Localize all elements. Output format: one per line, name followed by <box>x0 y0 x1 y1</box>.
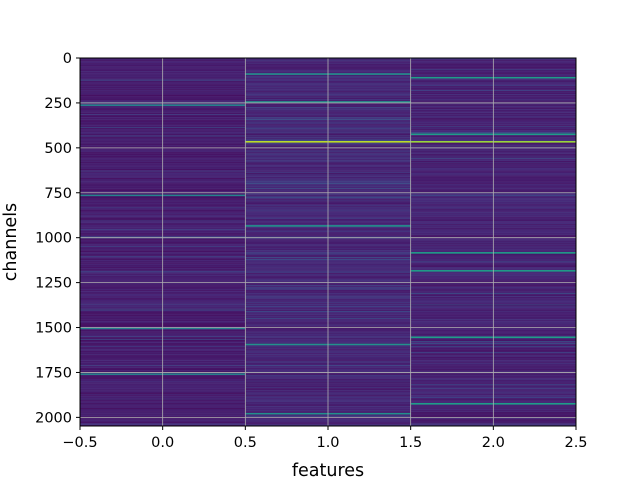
y-axis-label: channels <box>1 203 21 281</box>
y-tick-label: 0 <box>63 51 72 67</box>
x-axis: −0.5 0.0 0.5 1.0 1.5 2.0 2.5 <box>62 426 588 451</box>
y-tick-label: 250 <box>44 96 72 112</box>
x-tick-label: 1.0 <box>316 435 339 451</box>
y-tick-label: 500 <box>44 141 72 157</box>
x-tick-label: −0.5 <box>62 435 97 451</box>
y-tick-label: 2000 <box>35 410 72 426</box>
x-tick-label: 1.5 <box>399 435 422 451</box>
x-tick-label: 0.0 <box>151 435 174 451</box>
y-tick-label: 1250 <box>35 276 72 292</box>
y-tick-label: 1500 <box>35 321 72 337</box>
x-axis-label: features <box>292 461 364 480</box>
x-tick-label: 2.0 <box>482 435 505 451</box>
y-tick-label: 1750 <box>35 365 72 381</box>
y-tick-label: 1000 <box>35 231 72 247</box>
x-tick-label: 2.5 <box>564 435 587 451</box>
y-tick-label: 750 <box>44 186 72 202</box>
x-tick-label: 0.5 <box>234 435 257 451</box>
y-axis: 0 250 500 750 1000 1250 1500 1750 2000 <box>35 51 80 426</box>
